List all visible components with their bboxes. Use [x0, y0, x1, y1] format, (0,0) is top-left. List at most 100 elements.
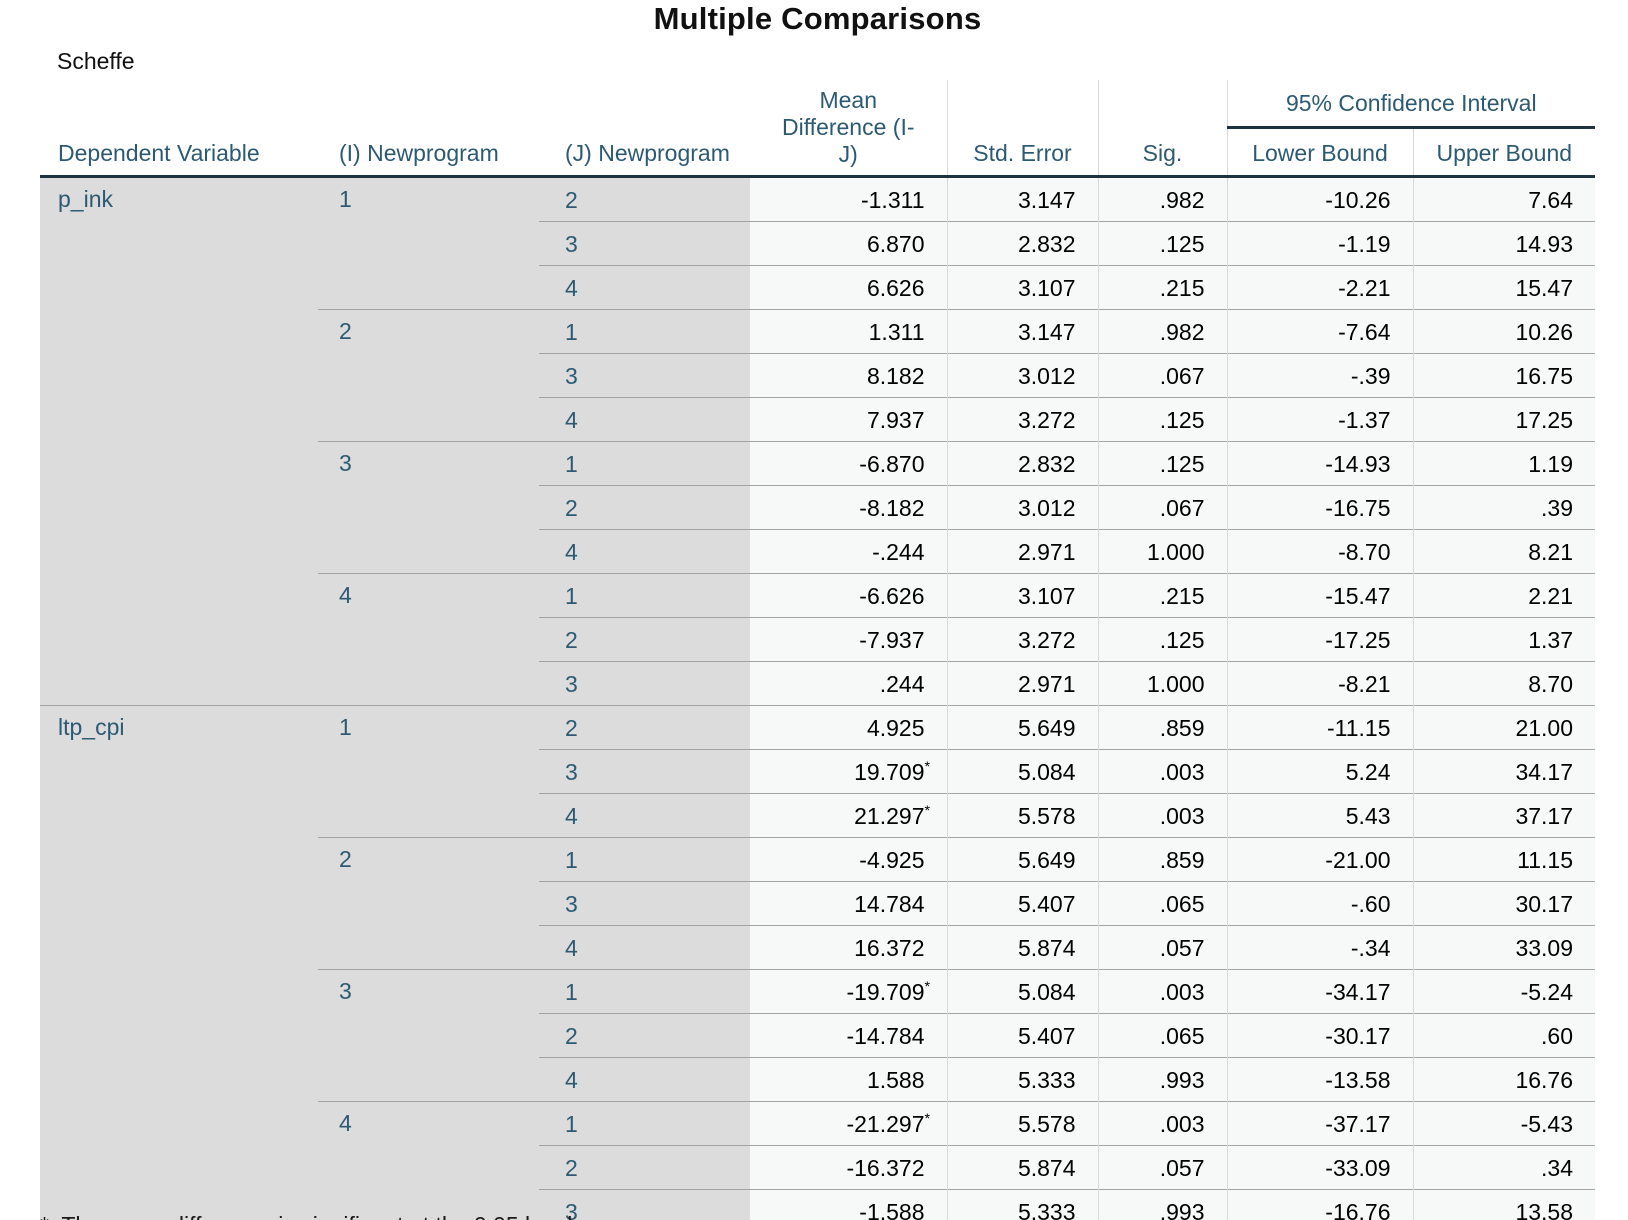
col-header-i-newprogram: (I) Newprogram: [318, 80, 539, 178]
cell-lower-bound: -15.47: [1226, 573, 1413, 618]
cell-upper-bound: 33.09: [1412, 925, 1596, 970]
cell-mean-difference: 1.588: [750, 1057, 947, 1102]
cell-mean-difference: .244: [750, 661, 947, 706]
cell-upper-bound: 1.19: [1412, 441, 1596, 486]
cell-i-group: 4: [318, 573, 539, 706]
cell-mean-difference: -21.297*: [750, 1101, 947, 1146]
cell-upper-bound: 14.93: [1412, 221, 1596, 266]
cell-upper-bound: .39: [1412, 485, 1596, 530]
table-row: 4 -.244 2.971 1.000 -8.70 8.21: [40, 529, 1596, 574]
cell-upper-bound: 16.76: [1412, 1057, 1596, 1102]
cell-upper-bound: 8.70: [1412, 661, 1596, 706]
cell-std-error: 3.012: [946, 485, 1098, 530]
cell-sig: .125: [1097, 617, 1227, 662]
cell-mean-difference: -6.870: [750, 441, 947, 486]
table-row: 4 1 -21.297* 5.578.003 -37.17 -5.43: [40, 1101, 1596, 1220]
cell-sig: .003: [1097, 1101, 1227, 1146]
cell-i-group: 1: [318, 705, 539, 838]
cell-j-group: 1: [539, 573, 750, 618]
cell-lower-bound: -16.76: [1226, 1189, 1413, 1220]
col-header-j-newprogram: (J) Newprogram: [539, 80, 750, 178]
col-header-sig: Sig.: [1097, 80, 1227, 178]
table-row: 2 -7.937 3.272.125 -17.25 1.37: [40, 617, 1596, 662]
cell-lower-bound: -7.64: [1226, 309, 1413, 354]
table-row: 3 -1.588 5.333.993 -16.76 13.58: [40, 1189, 1596, 1220]
cell-mean-difference: -16.372: [750, 1145, 947, 1190]
cell-upper-bound: .60: [1412, 1013, 1596, 1058]
cell-sig: .993: [1097, 1189, 1227, 1220]
cell-sig: .982: [1097, 176, 1227, 222]
cell-j-group: 4: [539, 397, 750, 442]
cell-lower-bound: -33.09: [1226, 1145, 1413, 1190]
cell-j-group: 1: [539, 309, 750, 354]
table-row: 4 6.626 3.107.215 -2.21 15.47: [40, 265, 1596, 310]
cell-std-error: 5.407: [946, 881, 1098, 926]
cell-std-error: 3.147: [946, 176, 1098, 222]
table-row: 3 6.870 2.832.125 -1.19 14.93: [40, 221, 1596, 266]
cell-upper-bound: 13.58: [1412, 1189, 1596, 1220]
cell-std-error: 5.333: [946, 1057, 1098, 1102]
cell-j-group: 3: [539, 661, 750, 706]
cell-std-error: 3.272: [946, 397, 1098, 442]
cell-upper-bound: .34: [1412, 1145, 1596, 1190]
cell-sig: .065: [1097, 1013, 1227, 1058]
cell-dependent-variable: p_ink: [40, 176, 318, 706]
cell-i-group: 2: [318, 309, 539, 442]
cell-mean-difference: -7.937: [750, 617, 947, 662]
cell-upper-bound: 7.64: [1412, 176, 1596, 222]
cell-i-group: 3: [318, 969, 539, 1102]
cell-j-group: 4: [539, 1057, 750, 1102]
table-subtitle: Scheffe: [57, 48, 135, 74]
table-row: 4 1 -6.626 3.107.215 -15.47 2.21: [40, 573, 1596, 706]
cell-lower-bound: -37.17: [1226, 1101, 1413, 1146]
cell-upper-bound: 11.15: [1412, 837, 1596, 882]
cell-upper-bound: 1.37: [1412, 617, 1596, 662]
table-row: 2 -14.784 5.407.065 -30.17.60: [40, 1013, 1596, 1058]
cell-std-error: 3.272: [946, 617, 1098, 662]
cell-lower-bound: -.60: [1226, 881, 1413, 926]
cell-sig: .125: [1097, 441, 1227, 486]
cell-mean-difference: -4.925: [750, 837, 947, 882]
cell-mean-difference: -19.709*: [750, 969, 947, 1014]
cell-j-group: 2: [539, 485, 750, 530]
cell-sig: .067: [1097, 485, 1227, 530]
table-row: 4 21.297* 5.578.003 5.43 37.17: [40, 793, 1596, 838]
cell-std-error: 5.578: [946, 1101, 1098, 1146]
cell-lower-bound: -10.26: [1226, 176, 1413, 222]
cell-j-group: 2: [539, 705, 750, 750]
multiple-comparisons-table: Dependent Variable (I) Newprogram (J) Ne…: [40, 80, 1596, 1220]
cell-mean-difference: 6.870: [750, 221, 947, 266]
cell-j-group: 2: [539, 176, 750, 222]
cell-upper-bound: 16.75: [1412, 353, 1596, 398]
table-row: 2 1 -4.925 5.649.859 -21.00 11.15: [40, 837, 1596, 970]
cell-std-error: 2.832: [946, 221, 1098, 266]
col-header-mean-difference: Mean Difference (I- J): [750, 80, 947, 178]
cell-mean-difference: 7.937: [750, 397, 947, 442]
cell-sig: 1.000: [1097, 661, 1227, 706]
cell-j-group: 3: [539, 353, 750, 398]
cell-mean-difference: -14.784: [750, 1013, 947, 1058]
cell-upper-bound: -5.24: [1412, 969, 1596, 1014]
cell-lower-bound: -.34: [1226, 925, 1413, 970]
cell-std-error: 5.333: [946, 1189, 1098, 1220]
cell-j-group: 1: [539, 1101, 750, 1146]
cell-j-group: 3: [539, 881, 750, 926]
table-row: 4 1.588 5.333.993 -13.58 16.76: [40, 1057, 1596, 1102]
cell-std-error: 2.832: [946, 441, 1098, 486]
table-row: 4 16.372 5.874.057 -.34 33.09: [40, 925, 1596, 970]
cell-sig: 1.000: [1097, 529, 1227, 574]
table-row: 4 7.937 3.272.125 -1.37 17.25: [40, 397, 1596, 442]
cell-mean-difference: 16.372: [750, 925, 947, 970]
cell-i-group: 4: [318, 1101, 539, 1220]
cell-sig: .982: [1097, 309, 1227, 354]
cell-lower-bound: -8.21: [1226, 661, 1413, 706]
cell-lower-bound: -34.17: [1226, 969, 1413, 1014]
cell-mean-difference: 8.182: [750, 353, 947, 398]
cell-mean-difference: -8.182: [750, 485, 947, 530]
table-row: p_ink 1 2 -1.311 3.147.982 -10.26 7.64: [40, 176, 1596, 706]
cell-std-error: 5.084: [946, 749, 1098, 794]
cell-std-error: 2.971: [946, 529, 1098, 574]
table-row: 2 -8.182 3.012.067 -16.75.39: [40, 485, 1596, 530]
cell-j-group: 3: [539, 221, 750, 266]
